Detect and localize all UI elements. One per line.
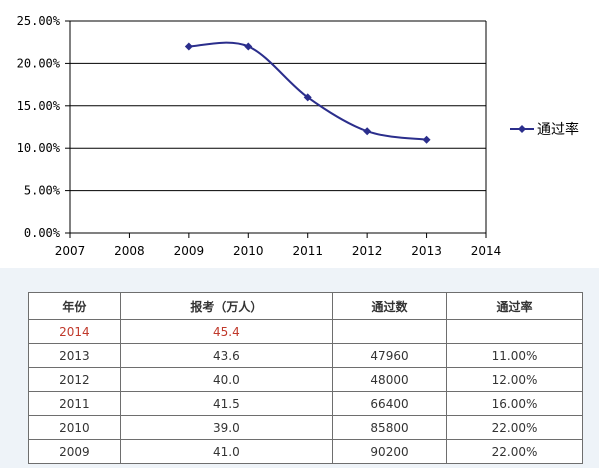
- data-point-marker: [303, 93, 312, 102]
- y-tick-label: 10.00%: [17, 141, 61, 155]
- cell-passed-count: 47960: [332, 343, 447, 368]
- cell-pass-rate: 11.00%: [446, 343, 583, 368]
- cell-passed-count: 90200: [332, 439, 447, 464]
- cell-applicants: 45.4: [119, 319, 334, 344]
- cell-applicants: 41.0: [119, 439, 334, 464]
- series-line: [188, 41, 427, 141]
- cell-year: 2009: [28, 439, 121, 464]
- cell-applicants: 39.0: [119, 415, 334, 440]
- data-point-marker: [244, 42, 253, 51]
- y-tick-label: 15.00%: [17, 99, 61, 113]
- x-tick-label: 2012: [352, 244, 383, 258]
- cell-pass-rate: [446, 319, 583, 344]
- y-tick-label: 5.00%: [24, 184, 61, 198]
- table-row: 2009 41.0 90200 22.00%: [28, 439, 583, 464]
- table-header-row: 年份 报考（万人） 通过数 通过率: [28, 292, 583, 320]
- cell-passed-count: 48000: [332, 367, 447, 392]
- x-tick-label: 2010: [233, 244, 264, 258]
- cell-year: 2011: [28, 391, 121, 416]
- cell-pass-rate: 22.00%: [446, 439, 583, 464]
- x-tick-label: 2007: [55, 244, 86, 258]
- x-tick-label: 2013: [411, 244, 442, 258]
- cell-passed-count: 66400: [332, 391, 447, 416]
- cell-passed-count: 85800: [332, 415, 447, 440]
- line-chart: 0.00% 5.00% 10.00% 15.00% 20.00% 25.00% 2007 20…: [17, 14, 579, 258]
- table-row: 2011 41.5 66400 16.00%: [28, 391, 583, 416]
- y-tick-label: 25.00%: [17, 14, 61, 28]
- x-tick-label: 2009: [174, 244, 205, 258]
- y-tick-label: 20.00%: [17, 56, 61, 70]
- x-tick-label: 2011: [292, 244, 323, 258]
- table-row: 2010 39.0 85800 22.00%: [28, 415, 583, 440]
- chart-panel: 0.00% 5.00% 10.00% 15.00% 20.00% 25.00% 2007 20…: [16, 14, 579, 258]
- header-year: 年份: [28, 292, 121, 320]
- pass-rate-table: 年份 报考（万人） 通过数 通过率 2014 45.4 2013 43.6 47…: [28, 292, 583, 464]
- cell-passed-count: [332, 319, 447, 344]
- cell-year: 2013: [28, 343, 121, 368]
- data-point-marker: [363, 127, 372, 136]
- header-applicants: 报考（万人）: [119, 292, 334, 320]
- header-passed-count: 通过数: [332, 292, 447, 320]
- cell-year: 2010: [28, 415, 121, 440]
- cell-pass-rate: 12.00%: [446, 367, 583, 392]
- cell-applicants: 40.0: [119, 367, 334, 392]
- legend-marker: [518, 125, 526, 133]
- cell-year: 2014: [28, 319, 121, 344]
- table-row: 2014 45.4: [28, 319, 583, 344]
- cell-applicants: 41.5: [119, 391, 334, 416]
- x-tick-label: 2014: [471, 244, 502, 258]
- table-row: 2013 43.6 47960 11.00%: [28, 343, 583, 368]
- y-tick-label: 0.00%: [24, 226, 61, 240]
- data-point-marker: [184, 42, 193, 51]
- header-pass-rate: 通过率: [446, 292, 583, 320]
- cell-pass-rate: 22.00%: [446, 415, 583, 440]
- cell-year: 2012: [28, 367, 121, 392]
- cell-pass-rate: 16.00%: [446, 391, 583, 416]
- data-point-marker: [422, 135, 431, 144]
- table-row: 2012 40.0 48000 12.00%: [28, 367, 583, 392]
- cell-applicants: 43.6: [119, 343, 334, 368]
- legend-label: 通过率: [537, 121, 579, 138]
- x-tick-label: 2008: [114, 244, 145, 258]
